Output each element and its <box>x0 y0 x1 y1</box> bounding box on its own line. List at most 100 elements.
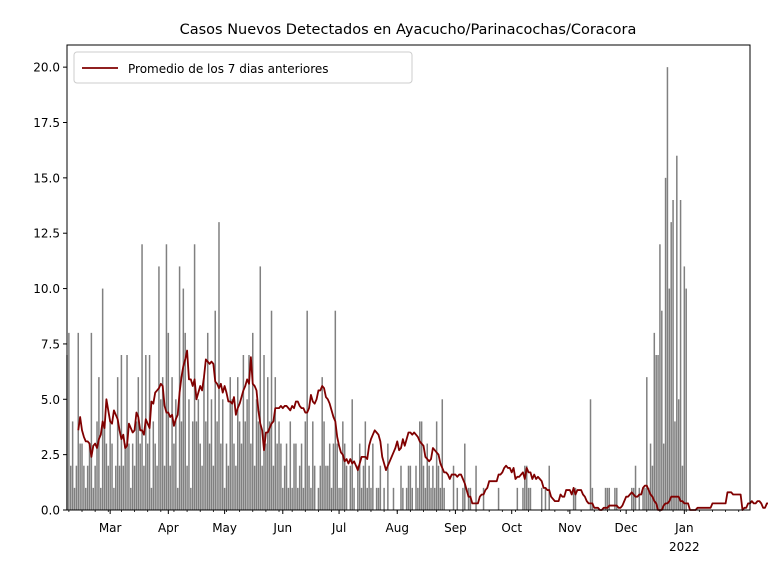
bar <box>287 487 290 510</box>
bar <box>233 443 235 510</box>
bar <box>75 465 78 510</box>
bar <box>205 421 207 510</box>
bar <box>342 421 344 510</box>
x-tick-label: Sep <box>444 521 467 535</box>
bar <box>190 487 192 510</box>
bar <box>272 465 275 510</box>
bar <box>345 465 348 510</box>
bar <box>297 487 299 510</box>
bar <box>83 465 85 510</box>
bar <box>165 244 168 511</box>
bar <box>68 332 70 510</box>
x-tick-label: Aug <box>386 521 409 535</box>
bar <box>188 399 190 510</box>
bar <box>276 443 278 510</box>
bar <box>409 465 412 510</box>
bar <box>417 487 419 510</box>
bar <box>218 222 220 510</box>
bar <box>302 487 305 510</box>
x-tick-label: Nov <box>558 521 581 535</box>
y-tick-label: 15.0 <box>33 171 60 185</box>
bar <box>313 465 316 510</box>
bar <box>253 465 256 510</box>
bar <box>246 399 248 510</box>
bar <box>289 421 292 510</box>
bar <box>662 443 665 510</box>
bar <box>372 443 374 510</box>
avg-line <box>77 349 768 511</box>
bar <box>332 443 335 510</box>
bar <box>152 421 155 510</box>
bar <box>92 487 95 510</box>
bar <box>432 465 434 510</box>
bar <box>227 465 230 510</box>
bar <box>330 487 333 510</box>
bar <box>135 421 138 510</box>
legend-label: Promedio de los 7 dias anteriores <box>128 62 329 76</box>
bar <box>411 487 413 510</box>
bar <box>270 310 273 510</box>
bar <box>214 310 216 510</box>
bar <box>379 465 382 510</box>
bar <box>90 332 93 510</box>
bar <box>357 465 359 510</box>
bar <box>255 399 258 510</box>
bar <box>124 443 126 510</box>
bar <box>193 244 196 511</box>
bar <box>145 355 147 510</box>
bar <box>679 200 682 510</box>
bar <box>424 487 427 510</box>
bar <box>111 443 113 510</box>
bar <box>139 443 141 510</box>
bar <box>240 443 243 510</box>
bar <box>128 443 130 510</box>
bar <box>383 487 385 510</box>
bar <box>148 355 151 510</box>
bar <box>295 443 297 510</box>
bar <box>338 487 340 510</box>
bar <box>237 377 239 510</box>
bar <box>336 443 338 510</box>
bar <box>85 487 87 510</box>
bar <box>115 465 117 510</box>
bar <box>77 332 80 510</box>
bar <box>666 67 669 510</box>
bar <box>668 288 671 510</box>
bar <box>362 465 365 510</box>
bar <box>647 487 650 510</box>
bar <box>73 487 76 510</box>
bar <box>434 487 436 510</box>
bar <box>300 443 303 510</box>
bar <box>360 487 363 510</box>
bar <box>439 487 442 510</box>
bar <box>79 443 81 510</box>
bar <box>349 465 352 510</box>
bar <box>156 465 158 510</box>
bar <box>98 377 100 510</box>
bar <box>113 487 115 510</box>
bar <box>103 421 106 510</box>
y-tick-label: 5.0 <box>41 393 60 407</box>
bar <box>285 443 288 510</box>
bar <box>464 443 466 510</box>
y-tick-label: 12.5 <box>33 227 60 241</box>
bar <box>130 487 132 510</box>
bar <box>206 332 209 510</box>
bar <box>659 244 661 511</box>
bar <box>118 465 121 510</box>
bar <box>176 487 179 510</box>
bar <box>325 465 327 510</box>
bar <box>368 465 370 510</box>
bar <box>497 487 500 510</box>
bar <box>604 487 607 510</box>
bar <box>544 487 547 510</box>
bar <box>364 421 367 510</box>
bar <box>154 443 156 510</box>
bar <box>370 487 372 510</box>
bar <box>105 443 108 510</box>
bar <box>268 421 271 510</box>
chart-title: Casos Nuevos Detectados en Ayacucho/Pari… <box>180 22 637 38</box>
bar <box>101 288 104 510</box>
bar <box>428 465 430 510</box>
bar <box>443 487 445 510</box>
